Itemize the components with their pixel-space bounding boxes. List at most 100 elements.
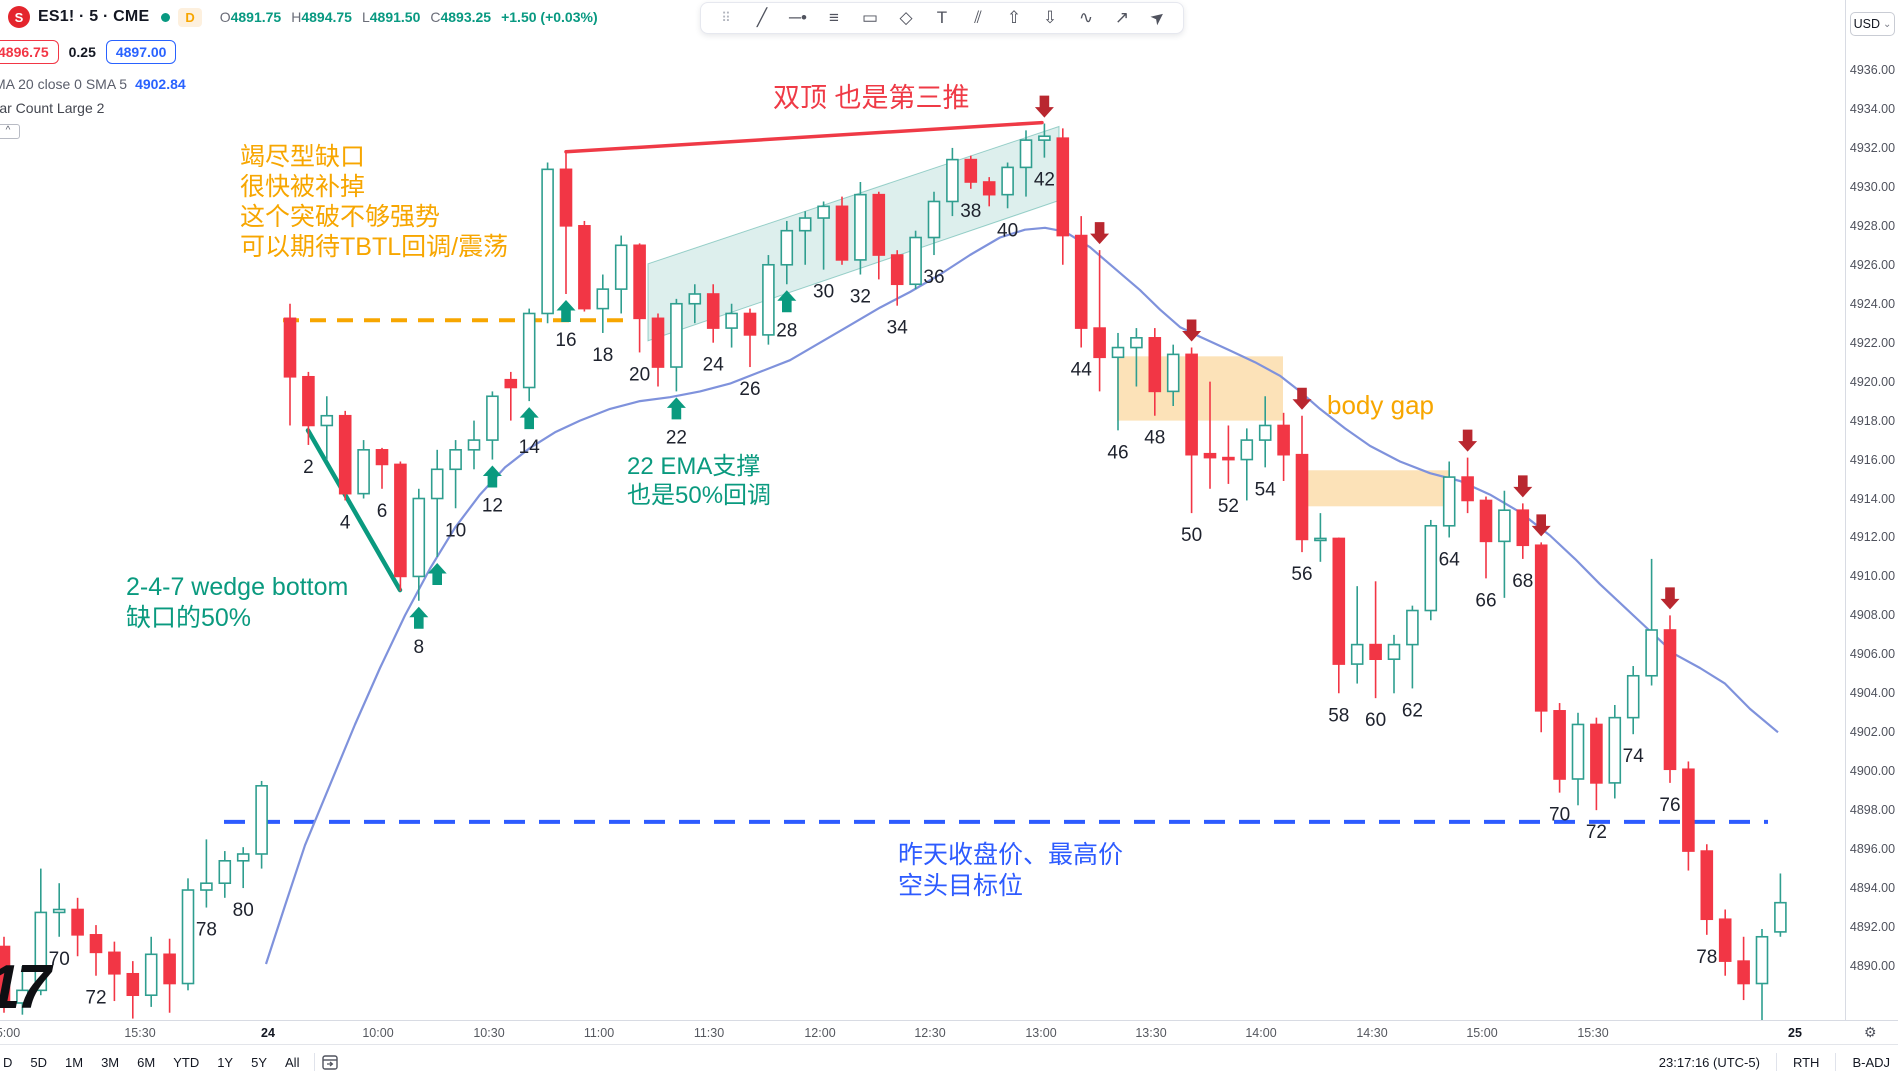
svg-text:24: 24 — [703, 355, 725, 376]
time-axis-label: 12:00 — [804, 1026, 836, 1040]
arrow-icon[interactable]: ↗ — [1114, 8, 1130, 27]
body-gap-note[interactable]: body gap — [1327, 390, 1434, 420]
svg-text:70: 70 — [49, 949, 70, 970]
prev-close-note[interactable]: 昨天收盘价、最高价 空头目标位 — [898, 841, 1124, 900]
bar-count-indicator-legend[interactable]: Bar Count Large 2 — [0, 100, 105, 116]
currency-selector[interactable]: USD ⌄ — [1850, 12, 1895, 36]
price-axis-label: 4890.00 — [1849, 958, 1896, 973]
svg-text:48: 48 — [1144, 428, 1165, 449]
range-button-3m[interactable]: 3M — [101, 1054, 120, 1070]
time-axis-label: 10:30 — [473, 1026, 505, 1040]
time-axis[interactable]: ⚙ 5:00 15:30 24 10:00 10:30 11:00 11:30 12:00 12… — [0, 1020, 1898, 1044]
range-button-1m[interactable]: 1M — [65, 1054, 84, 1070]
parallel-lines-icon[interactable]: ≡ — [829, 8, 839, 27]
price-axis-label: 4892.00 — [1849, 920, 1896, 935]
bar-count-labels-layer: 7072747678802468101214161820222426283032… — [49, 170, 1718, 1052]
svg-text:30: 30 — [813, 282, 834, 303]
arrow-up-icon[interactable]: ⇧ — [1006, 8, 1022, 27]
range-button-1y[interactable]: 1Y — [217, 1054, 234, 1070]
ma-indicator-legend[interactable]: MA 20 close 0 SMA 5 4902.84 — [0, 76, 186, 92]
svg-text:80: 80 — [233, 900, 254, 921]
go-to-date-icon[interactable] — [321, 1053, 339, 1071]
svg-text:36: 36 — [923, 267, 944, 288]
ema-support-note[interactable]: 22 EMA支撑 也是50%回调 — [627, 453, 772, 509]
svg-text:2: 2 — [303, 457, 314, 478]
tradingview-watermark: 17 — [0, 953, 51, 1022]
range-button-5y[interactable]: 5Y — [251, 1054, 268, 1070]
range-button-6m[interactable]: 6M — [137, 1054, 156, 1070]
svg-text:58: 58 — [1328, 705, 1349, 726]
price-axis-label: 4898.00 — [1849, 803, 1896, 818]
wedge-trendline[interactable] — [305, 428, 403, 593]
time-axis-label: 14:30 — [1356, 1026, 1388, 1040]
clock-readout[interactable]: 23:17:16 (UTC-5) — [1658, 1054, 1760, 1070]
time-axis-label: 12:30 — [914, 1026, 946, 1040]
text-tool-icon[interactable]: T — [936, 8, 948, 27]
gear-icon[interactable]: ⚙ — [1864, 1024, 1877, 1040]
xabcd-pattern-icon[interactable]: ◇ — [899, 8, 913, 27]
svg-text:14: 14 — [519, 437, 541, 458]
drag-handle-icon[interactable]: ⠿ — [721, 10, 731, 25]
exhaustion-gap-note[interactable]: 竭尽型缺口 很快被补掉 这个突破不够强势 可以期待TBTL回调/震荡 — [240, 143, 509, 261]
collapse-legend-button[interactable]: ^ — [0, 124, 20, 139]
symbol-logo[interactable]: S — [8, 6, 30, 28]
price-axis-label: 4908.00 — [1849, 608, 1896, 623]
time-axis-label: 15:30 — [1577, 1026, 1609, 1040]
svg-text:64: 64 — [1439, 549, 1461, 570]
double-top-trendline[interactable] — [564, 120, 1044, 154]
time-axis-label: 15:00 — [1466, 1026, 1498, 1040]
buy-price-box[interactable]: 4897.00 — [105, 40, 177, 64]
price-axis-label: 4934.00 — [1849, 101, 1896, 116]
svg-text:44: 44 — [1071, 360, 1093, 381]
curve-icon[interactable]: ∿ — [1078, 8, 1094, 27]
adjustment-toggle[interactable]: B-ADJ — [1852, 1054, 1890, 1070]
svg-text:72: 72 — [85, 988, 106, 1009]
horizontal-ray-icon[interactable]: ─• — [789, 8, 807, 27]
wedge-bottom-note[interactable]: 2-4-7 wedge bottom 缺口的50% — [126, 573, 349, 632]
price-axis-label: 4910.00 — [1849, 569, 1896, 584]
time-axis-label: 11:30 — [693, 1026, 725, 1040]
divider — [1775, 1053, 1777, 1071]
range-button-ytd[interactable]: YTD — [173, 1054, 200, 1070]
chevron-down-icon: ⌄ — [1883, 18, 1892, 30]
symbol-title[interactable]: ES1! · 5 · CME — [38, 8, 150, 25]
svg-text:54: 54 — [1255, 479, 1277, 500]
svg-text:10: 10 — [445, 520, 466, 541]
svg-text:6: 6 — [377, 501, 388, 522]
svg-text:52: 52 — [1218, 496, 1239, 517]
svg-text:56: 56 — [1291, 564, 1312, 585]
price-axis[interactable]: USD ⌄ 4936.00 4934.00 4932.00 4930.00 4928.0… — [1845, 0, 1898, 1020]
price-axis-label: 4932.00 — [1849, 140, 1896, 155]
svg-text:28: 28 — [776, 320, 797, 341]
session-toggle[interactable]: RTH — [1792, 1054, 1820, 1070]
range-button-5d[interactable]: 5D — [30, 1054, 48, 1070]
svg-text:26: 26 — [739, 379, 760, 400]
date-range-switcher: D 5D 1M 3M 6M YTD 1Y 5Y All — [0, 1051, 308, 1074]
sell-price-box[interactable]: 4896.75 — [0, 40, 59, 64]
svg-text:74: 74 — [1623, 746, 1645, 767]
price-axis-label: 4936.00 — [1849, 63, 1896, 77]
rectangle-icon[interactable]: ▭ — [861, 8, 879, 27]
range-button-all[interactable]: All — [285, 1054, 300, 1070]
arrow-marker-icon[interactable]: ➤ — [1146, 5, 1170, 30]
svg-text:8: 8 — [414, 637, 425, 658]
range-button-d[interactable]: D — [3, 1054, 13, 1070]
cross-segments-icon[interactable]: ⫽ — [974, 8, 982, 27]
trend-line-icon[interactable]: ╱ — [756, 8, 768, 27]
svg-text:4: 4 — [340, 512, 351, 533]
svg-text:12: 12 — [482, 496, 503, 517]
interval-badge[interactable]: D — [178, 7, 202, 27]
arrow-down-icon[interactable]: ⇩ — [1042, 8, 1058, 27]
price-axis-label: 4896.00 — [1849, 842, 1896, 857]
double-top-note[interactable]: 双顶 也是第三推 — [773, 83, 970, 113]
svg-text:78: 78 — [1696, 947, 1717, 968]
price-axis-label: 4904.00 — [1849, 686, 1896, 701]
svg-text:16: 16 — [555, 330, 576, 351]
arrow-markers-layer — [409, 95, 1680, 629]
price-axis-label: 4928.00 — [1849, 218, 1896, 233]
time-axis-label: 13:30 — [1135, 1026, 1167, 1040]
svg-text:76: 76 — [1659, 795, 1680, 816]
market-status-dot — [161, 12, 171, 22]
